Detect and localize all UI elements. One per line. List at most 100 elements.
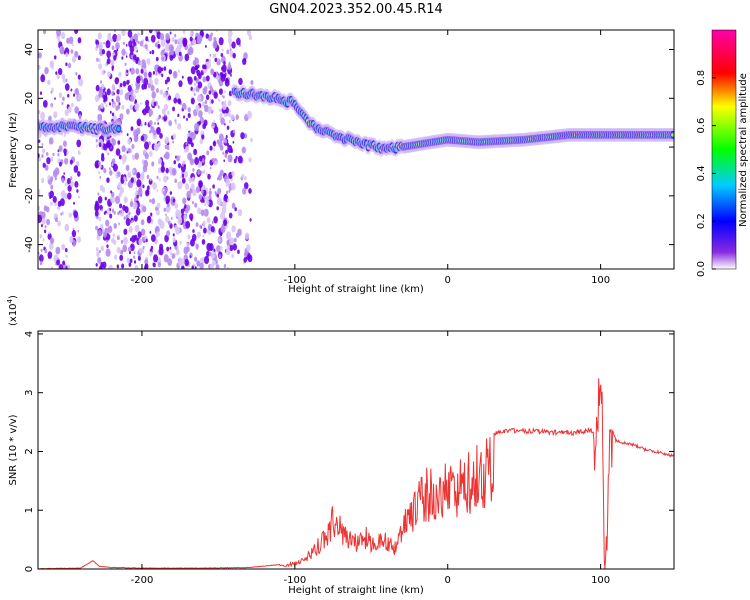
heatmap-noise-cell	[122, 204, 126, 211]
heatmap-noise-cell	[119, 203, 123, 209]
heatmap-noise-cell	[55, 71, 58, 75]
heatmap-noise-cell	[163, 207, 167, 212]
heatmap-noise-cell	[157, 40, 160, 44]
heatmap-noise-cell	[145, 36, 149, 42]
heatmap-noise-cell	[122, 244, 128, 253]
heatmap-noise-cell	[38, 254, 44, 263]
heatmap-noise-cell	[141, 236, 145, 242]
heatmap-noise-cell	[194, 64, 198, 71]
heatmap-noise-cell	[70, 88, 73, 92]
heatmap-noise-cell	[73, 201, 75, 205]
heatmap-noise-cell	[190, 217, 193, 222]
heatmap-noise-cell	[222, 95, 225, 99]
heatmap-noise-cell	[100, 245, 104, 251]
heatmap-noise-cell	[220, 73, 226, 82]
snr-x-tick-label: -100	[283, 575, 306, 586]
heatmap-noise-cell	[127, 246, 132, 253]
heatmap-noise-cell	[50, 201, 53, 206]
heatmap-noise-cell	[71, 229, 77, 238]
heatmap-noise-cell	[190, 66, 196, 75]
heatmap-noise-cell	[125, 148, 128, 152]
heatmap-noise-cell	[213, 36, 217, 43]
heatmap-noise-cell	[206, 200, 210, 206]
heatmap-noise-cell	[94, 94, 100, 103]
heatmap-noise-cell	[133, 45, 138, 52]
heatmap-noise-cell	[127, 30, 133, 38]
heatmap-noise-cell	[133, 134, 139, 143]
heatmap-noise-cell	[124, 182, 127, 186]
heatmap-noise-cell	[78, 114, 82, 120]
heatmap-noise-cell	[50, 105, 53, 109]
heatmap-noise-cell	[121, 30, 126, 37]
heatmap-noise-cell	[111, 237, 115, 244]
heatmap-noise-cell	[71, 56, 77, 63]
heatmap-noise-cell	[191, 201, 195, 205]
heatmap-noise-cell	[220, 52, 224, 58]
heatmap-noise-cell	[67, 62, 72, 69]
heatmap-noise-cell	[131, 143, 135, 150]
heatmap-noise-cell	[174, 224, 178, 231]
heatmap-noise-cell	[242, 187, 247, 195]
heatmap-noise-cell	[200, 170, 203, 175]
heatmap-noise-cell	[206, 242, 212, 252]
heatmap-noise-cell	[107, 71, 111, 78]
heatmap-noise-cell	[196, 231, 201, 239]
heatmap-noise-cell	[65, 254, 68, 259]
heatmap-noise-cell	[155, 56, 159, 62]
heatmap-noise-cell	[61, 177, 65, 183]
heatmap-noise-cell	[232, 52, 236, 59]
heatmap-noise-cell	[204, 44, 207, 48]
heatmap-noise-cell	[168, 44, 174, 53]
heatmap-noise-cell	[64, 109, 69, 117]
heatmap-noise-cell	[167, 220, 171, 226]
heatmap-noise-cell	[227, 30, 233, 38]
heatmap-noise-cell	[163, 66, 167, 71]
heatmap-noise-cell	[122, 160, 125, 165]
heatmap-noise-cell	[206, 150, 210, 156]
heatmap-noise-cell	[225, 178, 231, 187]
heatmap-noise-cell	[127, 147, 131, 154]
heatmap-noise-cell	[250, 79, 254, 86]
heatmap-noise-cell	[194, 157, 200, 165]
heatmap-noise-cell	[97, 192, 100, 196]
heatmap-noise-cell	[218, 37, 224, 46]
heatmap-noise-cell	[156, 209, 160, 216]
heatmap-noise-cell	[165, 207, 170, 213]
heatmap-noise-cell	[140, 219, 145, 226]
heatmap-noise-cell	[117, 77, 119, 81]
heatmap-noise-cell	[169, 54, 174, 61]
heatmap-noise-cell	[210, 85, 213, 90]
heatmap-noise-cell	[57, 67, 63, 76]
heatmap-noise-cell	[56, 73, 60, 80]
heatmap-noise-cell	[171, 37, 175, 42]
heatmap-noise-cell	[150, 234, 156, 243]
heatmap-noise-cell	[57, 220, 61, 227]
heatmap-noise-cell	[201, 189, 204, 194]
heatmap-noise-cell	[167, 258, 173, 266]
heatmap-noise-cell	[99, 265, 103, 269]
heatmap-noise-cell	[150, 212, 153, 217]
heatmap-noise-cell	[209, 166, 212, 170]
heatmap-noise-cell	[232, 243, 238, 251]
heatmap-noise-cell	[101, 69, 105, 76]
heatmap-noise-cell	[59, 46, 65, 55]
heatmap-noise-cell	[106, 88, 111, 96]
heatmap-noise-cell	[137, 32, 140, 36]
heatmap-noise-cell	[49, 61, 54, 69]
heatmap-noise-cell	[173, 97, 178, 104]
heatmap-noise-cell	[169, 31, 172, 35]
heatmap-noise-cell	[103, 143, 108, 151]
heatmap-noise-cell	[137, 103, 140, 107]
heatmap-noise-cell	[182, 197, 187, 205]
heatmap-noise-cell	[159, 89, 163, 95]
snr-y-tick-label: 0	[24, 566, 35, 572]
heatmap-noise-cell	[98, 217, 102, 222]
heatmap-noise-cell	[230, 113, 235, 121]
heatmap-noise-cell	[157, 66, 162, 74]
heatmap-noise-cell	[135, 207, 141, 216]
heatmap-noise-cell	[110, 191, 115, 198]
heatmap-noise-cell	[165, 215, 170, 223]
heatmap-noise-cell	[198, 180, 203, 188]
heatmap-noise-cell	[149, 251, 153, 257]
